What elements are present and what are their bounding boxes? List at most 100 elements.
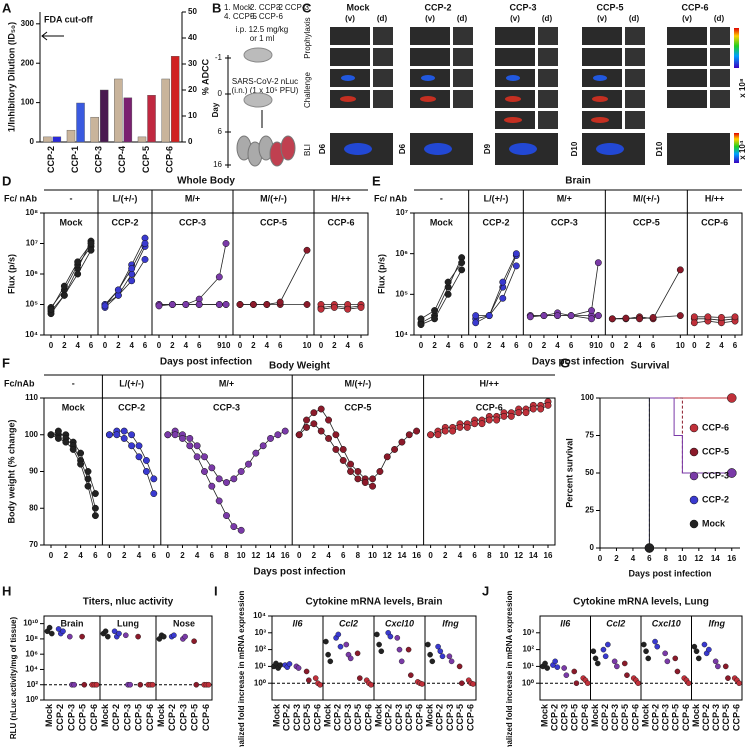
data-point xyxy=(456,663,463,670)
data-point xyxy=(417,315,425,323)
group-fc: H/++ xyxy=(705,193,725,203)
data-point xyxy=(614,663,620,670)
data-point xyxy=(722,663,729,670)
y-tick-label: 10⁸ xyxy=(25,634,38,643)
x-tick-label: 2 xyxy=(312,551,317,560)
series-line xyxy=(694,318,736,321)
image-ventral xyxy=(667,48,707,66)
data-point xyxy=(339,446,347,453)
data-point xyxy=(193,681,200,688)
data-point xyxy=(303,668,310,675)
data-point xyxy=(60,282,68,290)
group-fc: - xyxy=(440,193,443,203)
group-name: CCP-3 xyxy=(179,217,206,227)
y-tick-label: 0 xyxy=(30,137,35,146)
view-label: (d) xyxy=(542,14,553,23)
legend-marker xyxy=(689,471,699,481)
axis-label: Day xyxy=(211,102,220,117)
group-fc: M/(+/-) xyxy=(345,378,372,388)
data-point xyxy=(472,312,480,320)
data-point xyxy=(624,672,630,678)
data-point xyxy=(347,655,354,662)
group-name: CCP-3 xyxy=(551,217,578,227)
x-tick-label: Mock xyxy=(640,703,650,727)
x-tick-label: CCP-3 xyxy=(394,704,404,731)
x-tick-label: CCP-5 xyxy=(721,704,731,731)
x-tick-label: 10 xyxy=(676,341,685,350)
y-tick-label: 10⁰ xyxy=(254,678,267,687)
x-tick-label: CCP-6 xyxy=(465,704,475,731)
x-tick-label: CCP-6 xyxy=(201,704,211,731)
data-point xyxy=(222,240,230,247)
data-point xyxy=(77,460,85,468)
data-point xyxy=(641,641,647,648)
x-axis-label: Days post infection xyxy=(253,567,345,578)
data-point xyxy=(664,658,671,665)
group-name: Il6 xyxy=(292,618,303,628)
data-point xyxy=(717,314,725,321)
group-fc: H/++ xyxy=(331,193,351,203)
data-point xyxy=(449,427,457,435)
x-tick-label: 16 xyxy=(412,551,421,560)
data-point xyxy=(171,431,179,439)
data-point xyxy=(128,431,136,439)
x-tick-label: 0 xyxy=(49,551,54,560)
group-fc: L/(+/-) xyxy=(484,193,509,203)
y-tick-label: 10⁴ xyxy=(25,665,38,674)
series-line xyxy=(50,243,92,310)
series-line xyxy=(475,253,517,316)
data-point xyxy=(435,643,441,650)
data-point xyxy=(84,482,92,490)
image-dorsal xyxy=(625,90,645,108)
x-tick-label: 0 xyxy=(297,551,302,560)
mouse-icon xyxy=(280,135,296,161)
x-tick-label: CCP-2 xyxy=(701,704,711,731)
group-name: CCP-5 xyxy=(633,217,660,227)
x-tick-label: 4 xyxy=(458,551,463,560)
group-fc: M/(+/-) xyxy=(260,193,287,203)
annotation-arrow xyxy=(41,31,64,41)
data-point xyxy=(230,475,238,483)
data-point xyxy=(563,672,570,678)
data-point xyxy=(471,420,479,428)
data-point xyxy=(236,301,244,308)
data-point xyxy=(168,301,176,308)
series-line xyxy=(530,315,599,320)
y-tick-label: 10⁶ xyxy=(395,249,408,258)
data-point xyxy=(249,301,257,308)
data-point xyxy=(155,302,163,310)
view-label: (v) xyxy=(425,14,435,23)
data-point xyxy=(60,291,68,299)
data-point xyxy=(201,453,208,461)
group-name: Cxcl10 xyxy=(652,618,681,628)
signal xyxy=(424,143,452,155)
chart-title: Cytokine mRNA levels, Lung xyxy=(573,597,709,608)
x-tick-label: 0 xyxy=(610,341,615,350)
group-fc: L/(+/-) xyxy=(113,193,138,203)
data-point xyxy=(335,631,342,638)
x-tick-label: CCP-5 xyxy=(620,704,630,731)
data-point xyxy=(344,305,352,313)
x-tick-label: CCP-6 xyxy=(312,704,322,731)
data-point xyxy=(305,677,312,684)
data-point xyxy=(690,319,698,327)
challenge-text: SARS-CoV-2 nLuc xyxy=(232,77,298,86)
y-tick-label: 10⁰ xyxy=(26,695,39,704)
x-tick-label: 0 xyxy=(528,341,533,350)
series-line xyxy=(694,316,736,318)
data-point xyxy=(111,628,118,635)
view-label: (v) xyxy=(682,14,692,23)
panel-label: G xyxy=(560,355,570,370)
data-point xyxy=(317,305,325,313)
x-tick-label: CCP-2 xyxy=(384,704,394,731)
x-tick-label: 2 xyxy=(116,341,121,350)
data-point xyxy=(706,646,712,653)
data-point xyxy=(327,658,334,665)
data-point xyxy=(120,434,128,442)
x-tick-label: CCP-3 xyxy=(711,704,721,731)
data-point xyxy=(277,662,284,668)
data-point xyxy=(540,312,548,320)
x-tick-label: 4 xyxy=(446,341,451,350)
x-tick-label: 0 xyxy=(428,551,433,560)
bar xyxy=(114,78,123,143)
